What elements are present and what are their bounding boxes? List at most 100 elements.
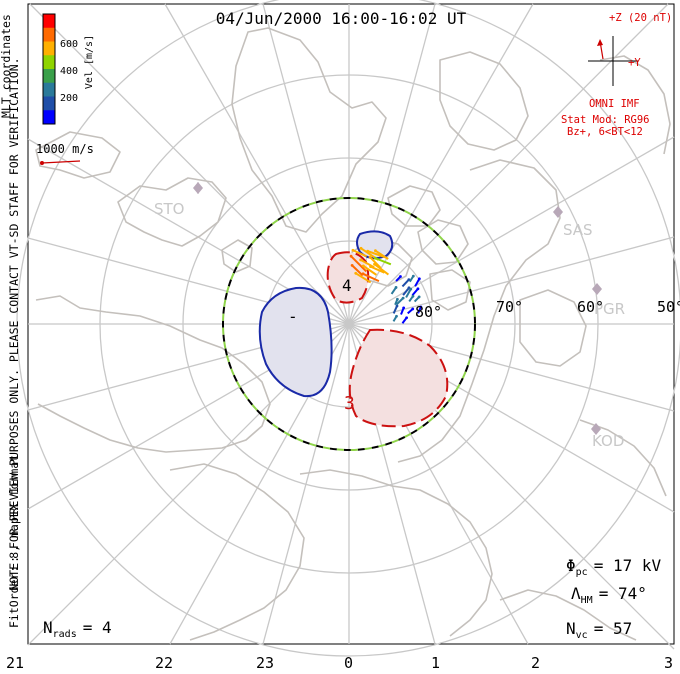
velocity-vector [373,263,390,276]
stat-n-rads: Nrads = 4 [43,618,112,640]
velocity-vector [362,272,380,283]
velocity-vector [395,297,404,306]
colorbar-segment [43,41,55,56]
imf-model-line1: Stat Mod: RG96 [561,114,650,126]
velocity-vector-origin [395,304,399,308]
velocity-vector-origin [359,246,363,250]
station-sas: SAS [553,206,593,239]
colorbar-segment [43,69,55,84]
velocity-vector [401,279,410,288]
station-label-sas: SAS [563,221,593,239]
velocity-vector [405,288,412,298]
mlt-label-23: 23 [256,654,274,672]
mlt-label-2: 2 [531,654,540,672]
meridian-14 [164,3,350,325]
velocity-vector-origin [359,258,363,262]
velocity-vector [360,258,375,269]
velocity-vector [374,249,389,260]
station-markers: STO SAS PGR KOD [154,182,625,450]
velocity-vector-origin [394,286,398,289]
lat-circle-50 [16,0,680,657]
velocity-vector-origin [351,248,355,252]
imf-model-line2: Bz+, 6<BT<12 [567,126,643,138]
colorbar-tick-400: 400 [60,66,78,77]
velocity-vector-origin [361,272,365,276]
velocity-vectors [349,246,423,324]
velocity-vector [350,255,367,273]
velocity-vector-origin [361,264,365,268]
colorbar-label: Vel [m/s] [84,35,95,89]
coast-labrador [439,51,529,151]
velocity-vector-origin [402,306,406,310]
coast-greenland [231,27,387,233]
velocity-vector [370,265,385,274]
convection-boundary-alt [222,197,476,451]
imf-by-label: +Y [628,57,641,69]
velocity-vector-origin [417,277,421,281]
potential-label-positive: 3 [344,393,355,414]
colorbar-segment [43,110,55,125]
reference-vector-line [41,160,81,164]
stat-lambda-hm: ΛHM = 74° [571,584,647,606]
potential-label-negative: - [288,307,298,326]
coast-arctic-islands-4 [387,185,441,227]
velocity-vector-origin [405,316,409,320]
imf-bz-label: +Z (20 nT) [609,12,672,24]
velocity-vector-origin [373,262,376,266]
positive-potential-cell [348,328,449,428]
station-pgr: PGR [592,283,625,318]
coast-arctic-islands-3 [429,269,471,311]
velocity-vector-origin [419,305,423,309]
mlt-axis: 21 22 23 0 1 2 3 [6,654,673,672]
stats-block: Φpc = 17 kV ΛHM = 74° Nvc = 57 Nrads = 4 [43,556,661,641]
imf-clock [588,36,638,86]
lat-label-60: 60° [577,298,604,316]
velocity-vector [375,257,392,266]
coast-north-america-east [599,55,671,155]
coord-label: MLT coordinates [0,14,13,118]
colorbar-segment [43,27,55,42]
coast-svalbard [221,239,253,273]
map-title: 04/Jun/2000 16:00-16:02 UT [216,9,467,28]
lat-label-80: 80° [415,303,442,321]
velocity-vector-origin [354,271,358,275]
velocity-vector-origin [369,265,372,269]
velocity-vector-origin [411,294,415,298]
velocity-vector [352,249,367,258]
station-label-pgr: PGR [594,300,625,318]
velocity-vector-origin [395,297,399,301]
station-label-sto: STO [154,200,185,218]
coast-scandinavia [117,177,227,247]
velocity-vector [351,264,364,277]
coast-arctic-islands-2 [417,219,469,265]
colorbar-tick-600: 600 [60,39,78,50]
velocity-vector-origin [411,307,415,311]
latitude-labels: 80° 70° 60° 50° [415,298,680,321]
lat-label-50: 50° [657,298,680,316]
velocity-vector-origin [411,274,415,278]
colorbar-segment [43,14,55,29]
velocity-vector-origin [373,256,377,260]
coastlines [35,27,671,641]
coast-canada [397,159,561,463]
lat-label-70: 70° [496,298,523,316]
velocity-vector-origin [409,287,413,291]
coast-siberia [35,295,271,453]
imf-source: OMNI IMF [589,98,640,110]
velocity-vector [369,256,382,269]
reference-vector-label: 1000 m/s [36,142,94,156]
velocity-vector [362,265,377,276]
coast-alaska [299,469,493,637]
velocity-vector-origin [401,296,405,300]
potential-label-positive-small: 4 [342,276,352,295]
velocity-vector [355,272,372,284]
coast-europe-north [35,131,121,179]
colorbar-segment [43,96,55,111]
velocity-vector-origin [368,255,372,259]
velocity-vector [402,287,410,296]
velocity-vector-origin [417,295,421,299]
mlt-label-0: 0 [344,654,353,672]
velocity-vector-origin [374,249,377,253]
velocity-vector-origin [399,275,402,278]
